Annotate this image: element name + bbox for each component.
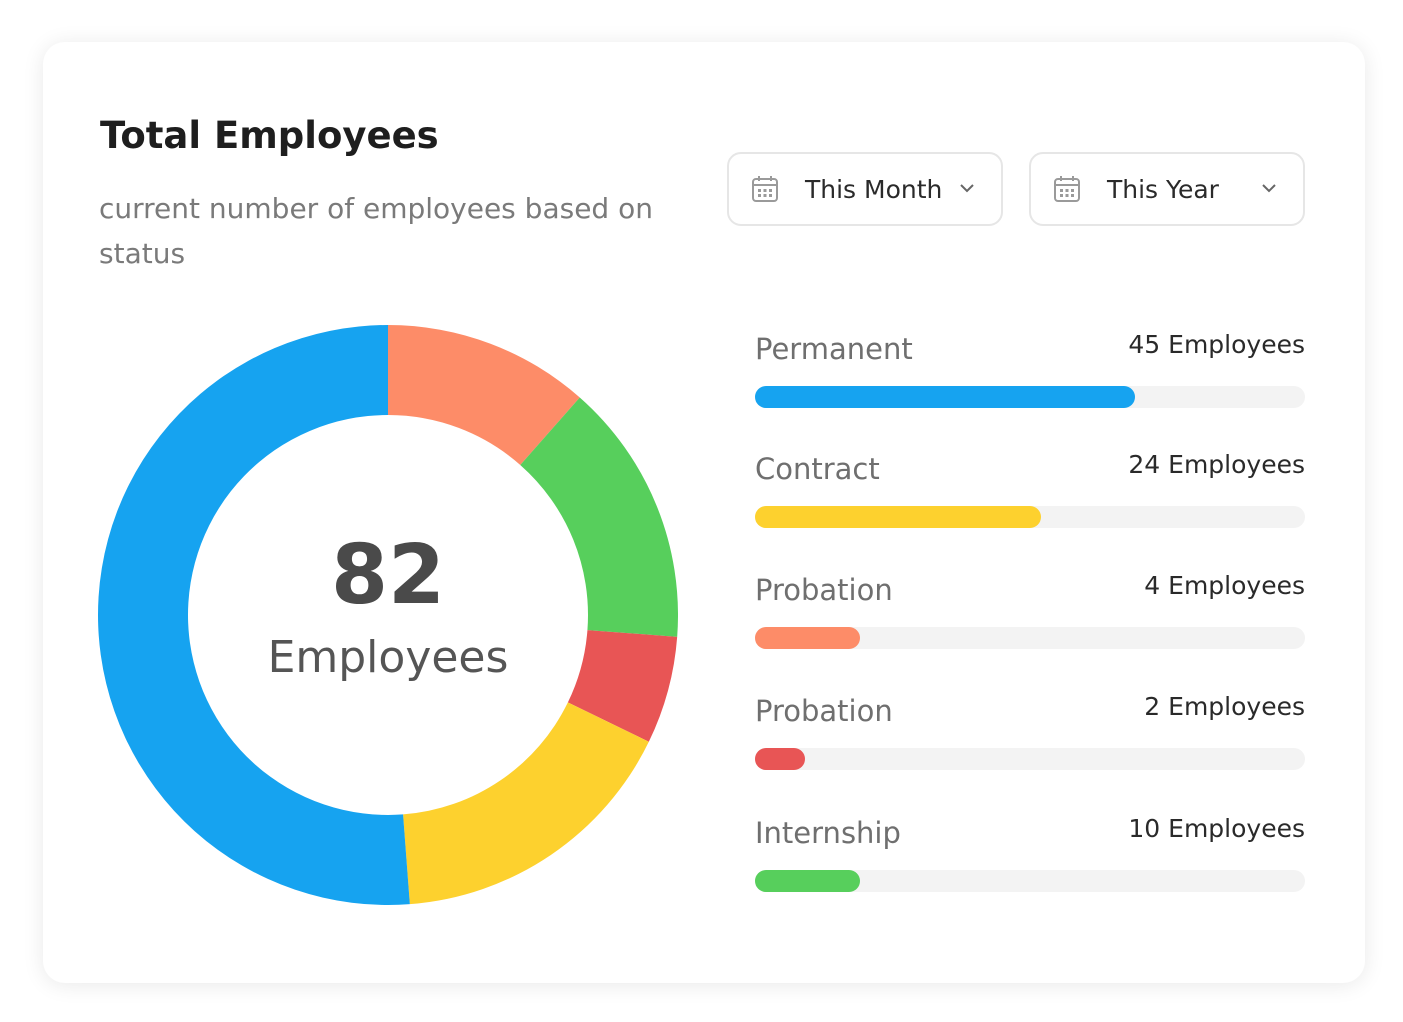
donut-center-value: 82: [330, 528, 446, 623]
status-progress-track: [755, 870, 1305, 892]
status-name: Internship: [755, 816, 901, 850]
status-name: Probation: [755, 573, 893, 607]
status-progress-fill: [755, 386, 1135, 408]
status-count: 4 Employees: [1144, 571, 1305, 600]
status-progress-track: [755, 627, 1305, 649]
status-progress-fill: [755, 870, 860, 892]
chevron-down-icon: [960, 184, 974, 193]
status-count: 2 Employees: [1144, 692, 1305, 721]
card-title: Total Employees: [100, 114, 439, 157]
status-count: 10 Employees: [1128, 814, 1305, 843]
month-filter-dropdown[interactable]: This Month: [727, 152, 1003, 226]
card-subtitle: current number of employees based on sta…: [99, 192, 653, 270]
status-name: Probation: [755, 694, 893, 728]
status-count: 45 Employees: [1128, 330, 1305, 359]
year-filter-dropdown[interactable]: This Year: [1029, 152, 1305, 226]
status-progress-track: [755, 748, 1305, 770]
donut-segment-0: [388, 325, 580, 465]
status-name: Contract: [755, 452, 880, 486]
status-count: 24 Employees: [1128, 450, 1305, 479]
status-progress-track: [755, 386, 1305, 408]
donut-segment-3: [403, 702, 649, 905]
status-progress-fill: [755, 506, 1041, 528]
status-name: Permanent: [755, 332, 913, 366]
donut-segment-4: [98, 325, 410, 905]
calendar-icon: [1054, 176, 1080, 202]
status-progress-track: [755, 506, 1305, 528]
month-filter-label: This Month: [805, 174, 943, 204]
chevron-down-icon: [1262, 184, 1276, 193]
status-progress-fill: [755, 627, 860, 649]
status-progress-fill: [755, 748, 805, 770]
employee-donut-chart: [98, 325, 678, 905]
donut-segment-1: [520, 397, 678, 637]
year-filter-label: This Year: [1107, 174, 1219, 204]
donut-segment-2: [567, 630, 678, 742]
calendar-icon: [752, 176, 778, 202]
donut-center-label: Employees: [267, 632, 509, 683]
